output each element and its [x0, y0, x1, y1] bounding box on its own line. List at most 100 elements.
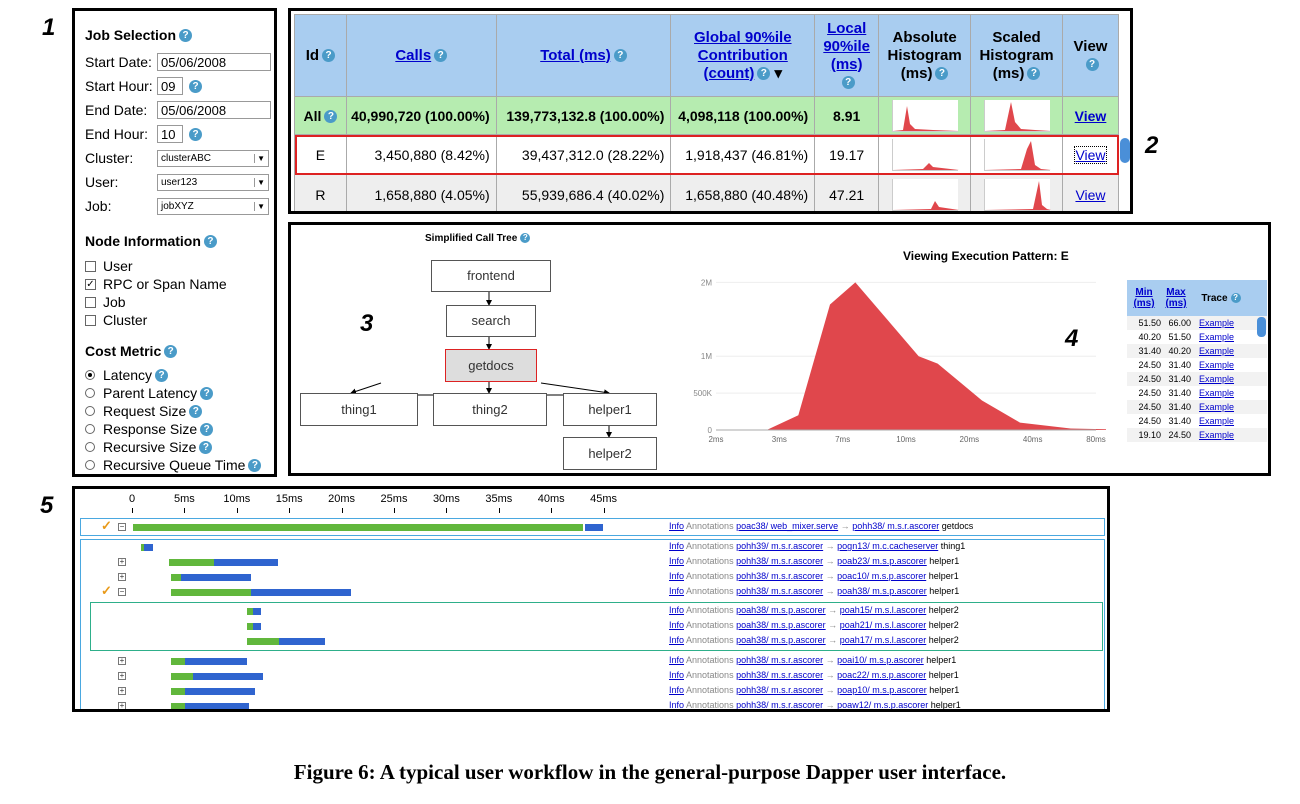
- help-icon[interactable]: ?: [248, 458, 262, 472]
- from-host-link[interactable]: poah38/ m.s.p.ascorer: [736, 620, 826, 630]
- scrollbar-thumb[interactable]: [1257, 317, 1266, 337]
- latency-radio[interactable]: [85, 370, 95, 380]
- example-link[interactable]: Example: [1199, 430, 1235, 440]
- from-host-link[interactable]: pohh38/ m.s.r.ascorer: [736, 670, 824, 680]
- span-bar-server[interactable]: [185, 658, 247, 665]
- info-link[interactable]: Info: [669, 635, 685, 645]
- expand-icon[interactable]: +: [118, 701, 126, 710]
- col-header-local[interactable]: Local 90%ile (ms)?: [814, 14, 880, 97]
- from-host-link[interactable]: pohh38/ m.s.r.ascorer: [736, 655, 824, 665]
- example-link[interactable]: Example: [1199, 318, 1235, 328]
- to-host-link[interactable]: poab23/ m.s.p.ascorer: [837, 556, 927, 566]
- example-link[interactable]: Example: [1199, 416, 1235, 426]
- collapse-icon[interactable]: −: [118, 522, 126, 531]
- info-link[interactable]: Info: [669, 700, 685, 710]
- end-date-input[interactable]: 05/06/2008: [157, 101, 271, 119]
- to-host-link[interactable]: poac22/ m.s.p.ascorer: [837, 670, 927, 680]
- to-host-link[interactable]: poah15/ m.s.l.ascorer: [839, 605, 927, 615]
- from-host-link[interactable]: pohh38/ m.s.r.ascorer: [736, 700, 824, 710]
- span-bar-server[interactable]: [185, 688, 255, 695]
- from-host-link[interactable]: pohh38/ m.s.r.ascorer: [736, 571, 824, 581]
- info-link[interactable]: Info: [669, 556, 685, 566]
- span-bar-server[interactable]: [251, 589, 351, 596]
- expand-icon[interactable]: +: [118, 656, 126, 665]
- example-link[interactable]: Example: [1199, 388, 1235, 398]
- from-host-link[interactable]: poah38/ m.s.p.ascorer: [736, 605, 826, 615]
- tree-node-thing2[interactable]: thing2: [433, 393, 547, 426]
- help-icon[interactable]: ?: [189, 127, 202, 141]
- job-checkbox[interactable]: [85, 296, 96, 308]
- help-icon[interactable]: ?: [200, 422, 214, 436]
- span-bar-server[interactable]: [279, 638, 325, 645]
- example-link[interactable]: Example: [1199, 332, 1235, 342]
- start-date-input[interactable]: 05/06/2008: [157, 53, 271, 71]
- recursive-queue-time-radio[interactable]: [85, 460, 95, 470]
- info-link[interactable]: Info: [669, 670, 685, 680]
- span-bar-server[interactable]: [193, 673, 263, 680]
- info-link[interactable]: Info: [669, 521, 685, 531]
- span-bar-client[interactable]: [171, 574, 181, 581]
- from-host-link[interactable]: pohh38/ m.s.r.ascorer: [736, 586, 824, 596]
- from-host-link[interactable]: pohh38/ m.s.r.ascorer: [736, 685, 824, 695]
- request-size-radio[interactable]: [85, 406, 95, 416]
- example-link[interactable]: Example: [1199, 402, 1235, 412]
- col-header-calls[interactable]: Calls?: [345, 14, 497, 97]
- example-link[interactable]: Example: [1199, 360, 1235, 370]
- span-bar-client[interactable]: [133, 524, 583, 531]
- end-hour-input[interactable]: 10: [157, 125, 183, 143]
- job-select[interactable]: jobXYZ ▼: [157, 197, 269, 215]
- span-bar-client[interactable]: [171, 673, 193, 680]
- help-icon[interactable]: ?: [199, 440, 213, 454]
- span-bar-client[interactable]: [141, 544, 144, 551]
- span-bar-client[interactable]: [247, 623, 253, 630]
- span-bar-client[interactable]: [247, 638, 279, 645]
- info-link[interactable]: Info: [669, 541, 685, 551]
- view-link[interactable]: View: [1062, 174, 1119, 211]
- response-size-radio[interactable]: [85, 424, 95, 434]
- to-host-link[interactable]: poac10/ m.s.p.ascorer: [837, 571, 927, 581]
- to-host-link[interactable]: poai10/ m.s.p.ascorer: [837, 655, 924, 665]
- tree-node-frontend[interactable]: frontend: [431, 260, 551, 292]
- span-bar-client[interactable]: [247, 608, 253, 615]
- span-bar-server[interactable]: [181, 574, 251, 581]
- info-link[interactable]: Info: [669, 605, 685, 615]
- user-checkbox[interactable]: [85, 260, 96, 272]
- span-bar-server[interactable]: [253, 608, 261, 615]
- help-icon[interactable]: ?: [179, 28, 193, 42]
- to-host-link[interactable]: poah21/ m.s.l.ascorer: [839, 620, 927, 630]
- span-bar-client[interactable]: [171, 589, 251, 596]
- expand-icon[interactable]: +: [118, 557, 126, 566]
- span-bar-client[interactable]: [171, 703, 185, 709]
- to-host-link[interactable]: poap10/ m.s.p.ascorer: [837, 685, 927, 695]
- cluster-select[interactable]: clusterABC ▼: [157, 149, 269, 167]
- parent-latency-radio[interactable]: [85, 388, 95, 398]
- help-icon[interactable]: ?: [155, 368, 169, 382]
- example-link[interactable]: Example: [1199, 374, 1235, 384]
- span-bar-server[interactable]: [585, 524, 603, 531]
- to-host-link[interactable]: poaw12/ m.s.p.ascorer: [837, 700, 929, 710]
- scrollbar-thumb[interactable]: [1120, 138, 1130, 163]
- info-link[interactable]: Info: [669, 620, 685, 630]
- start-hour-input[interactable]: 09: [157, 77, 183, 95]
- rpc-checkbox[interactable]: ✓: [85, 278, 96, 290]
- recursive-size-radio[interactable]: [85, 442, 95, 452]
- expand-icon[interactable]: +: [118, 671, 126, 680]
- span-bar-client[interactable]: [171, 658, 185, 665]
- to-host-link[interactable]: poah38/ m.s.p.ascorer: [837, 586, 927, 596]
- max-header[interactable]: Max (ms): [1165, 287, 1187, 309]
- span-bar-server[interactable]: [144, 544, 153, 551]
- collapse-icon[interactable]: −: [118, 587, 126, 596]
- help-icon[interactable]: ?: [200, 386, 214, 400]
- cluster-checkbox[interactable]: [85, 314, 96, 326]
- tree-node-thing1[interactable]: thing1: [300, 393, 418, 426]
- span-bar-client[interactable]: [169, 559, 214, 566]
- info-link[interactable]: Info: [669, 586, 685, 596]
- span-bar-server[interactable]: [253, 623, 261, 630]
- to-host-link[interactable]: poah17/ m.s.l.ascorer: [839, 635, 927, 645]
- from-host-link[interactable]: pohh39/ m.s.r.ascorer: [736, 541, 824, 551]
- help-icon[interactable]: ?: [189, 79, 202, 93]
- help-icon[interactable]: ?: [164, 344, 178, 358]
- info-link[interactable]: Info: [669, 685, 685, 695]
- to-host-link[interactable]: pogn13/ m.c.cacheserver: [837, 541, 939, 551]
- user-select[interactable]: user123 ▼: [157, 173, 269, 191]
